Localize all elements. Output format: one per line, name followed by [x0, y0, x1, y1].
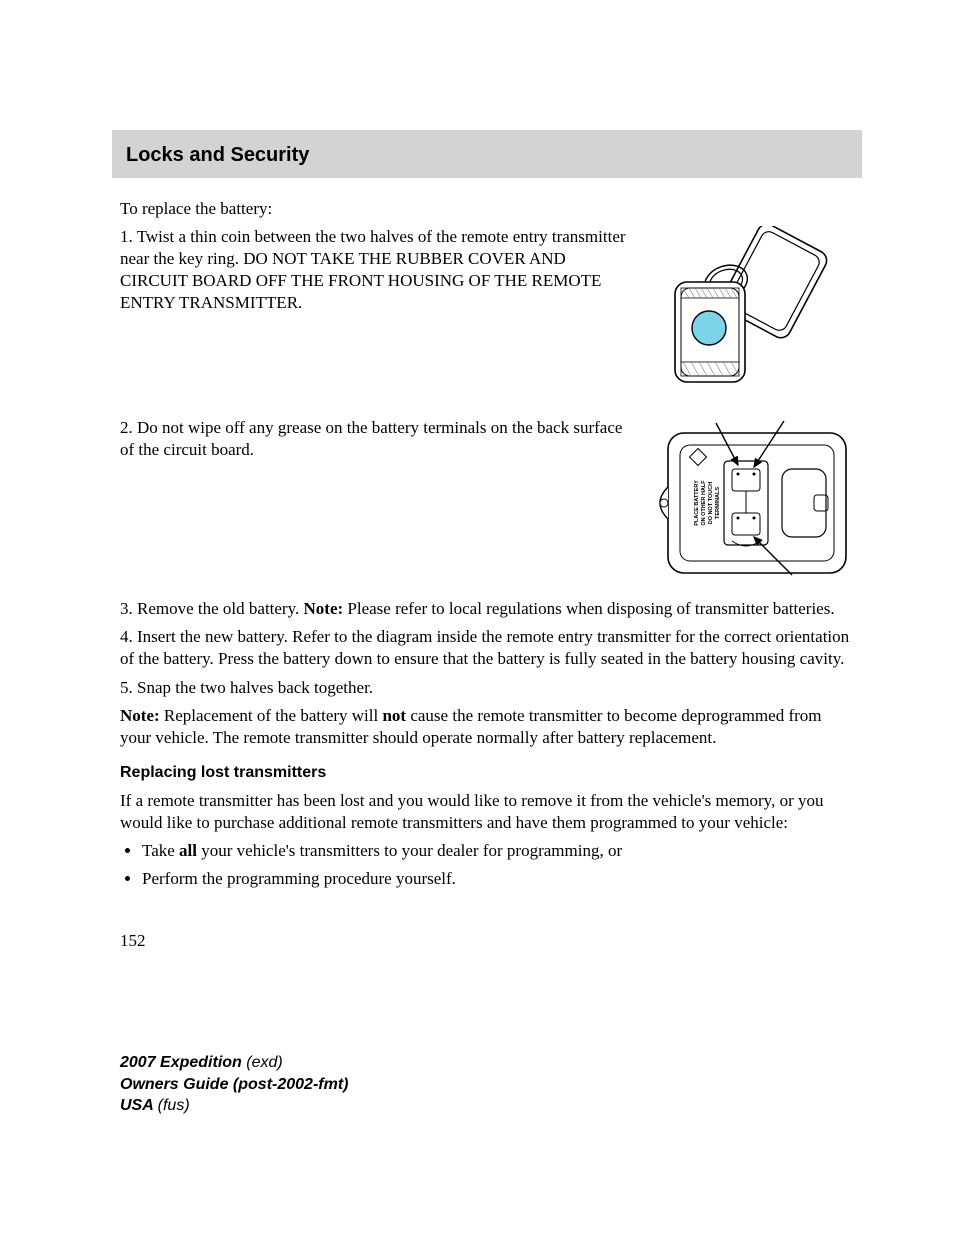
bullet1-a: Take [142, 841, 179, 860]
footer-block: 2007 Expedition (exd) Owners Guide (post… [120, 1052, 854, 1117]
subsection-heading: Replacing lost transmitters [120, 763, 854, 784]
note2-a: Replacement of the battery will [160, 706, 383, 725]
page-number: 152 [120, 930, 854, 952]
keyfob-coin-diagram [654, 226, 854, 401]
footer-line1-bold: 2007 Expedition [120, 1054, 246, 1071]
section2-para: If a remote transmitter has been lost an… [120, 790, 854, 834]
intro-line: To replace the battery: [120, 198, 854, 220]
svg-text:ON OTHER HALF: ON OTHER HALF [701, 480, 707, 526]
step3-a: 3. Remove the old battery. [120, 599, 304, 618]
section-header: Locks and Security [112, 130, 862, 178]
bullet-2: Perform the programming procedure yourse… [142, 868, 854, 890]
note2-bold: not [382, 706, 406, 725]
step4-text: 4. Insert the new battery. Refer to the … [120, 626, 854, 670]
svg-text:DO NOT TOUCH: DO NOT TOUCH [708, 482, 714, 524]
bullet-list: Take all your vehicle's transmitters to … [120, 840, 854, 890]
step2-row: 2. Do not wipe off any grease on the bat… [120, 417, 854, 588]
step2-text: 2. Do not wipe off any grease on the bat… [120, 417, 636, 461]
footer-line3-ital: (fus) [158, 1097, 190, 1114]
bullet1-b: your vehicle's transmitters to your deal… [197, 841, 622, 860]
section-title: Locks and Security [126, 142, 848, 168]
footer-line2-bold: Owners Guide (post-2002-fmt) [120, 1076, 348, 1093]
step3-text: 3. Remove the old battery. Note: Please … [120, 598, 854, 620]
footer-line3-bold: USA [120, 1097, 158, 1114]
svg-text:PLACE BATTERY: PLACE BATTERY [694, 480, 700, 526]
note2-label: Note: [120, 706, 160, 725]
footer-line1-ital: (exd) [246, 1054, 282, 1071]
circuit-board-diagram: PLACE BATTERY ON OTHER HALF DO NOT TOUCH… [654, 417, 854, 582]
bullet-1: Take all your vehicle's transmitters to … [142, 840, 854, 862]
step3-b: Please refer to local regulations when d… [343, 599, 834, 618]
bullet1-bold: all [179, 841, 197, 860]
svg-text:TERMINALS: TERMINALS [715, 487, 721, 519]
step3-note-label: Note: [304, 599, 344, 618]
step5-text: 5. Snap the two halves back together. [120, 677, 854, 699]
note2-text: Note: Replacement of the battery will no… [120, 705, 854, 749]
step1-row: 1. Twist a thin coin between the two hal… [120, 226, 854, 407]
step1-text: 1. Twist a thin coin between the two hal… [120, 226, 636, 314]
